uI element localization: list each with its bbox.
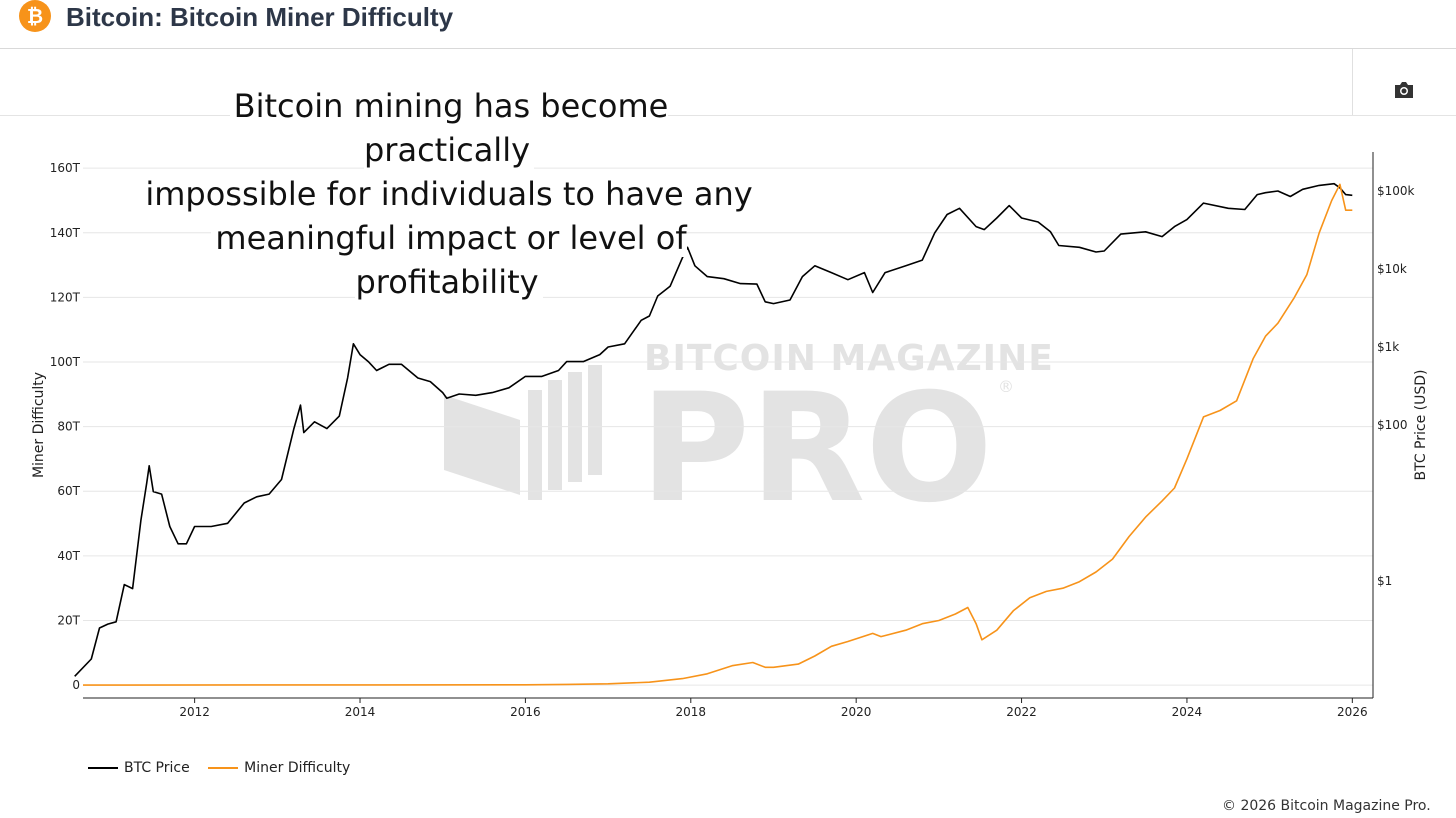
y-axis-title: Miner Difficulty bbox=[31, 372, 47, 478]
toolbar-divider bbox=[1352, 49, 1353, 115]
caption-line-2: impossible for individuals to have any bbox=[141, 175, 757, 213]
bitcoin-logo-icon: ₿ bbox=[19, 0, 51, 32]
y2-tick-label: $1k bbox=[1377, 340, 1399, 354]
caption-line-1: Bitcoin mining has become practically bbox=[229, 87, 669, 169]
legend-item-btc-price[interactable]: BTC Price bbox=[88, 760, 190, 776]
x-tick-label: 2022 bbox=[1006, 705, 1037, 719]
y-tick-label: 40T bbox=[57, 549, 80, 563]
legend-line-black bbox=[88, 767, 118, 769]
y2-tick-label: $100k bbox=[1377, 184, 1415, 198]
x-tick-label: 2018 bbox=[676, 705, 707, 719]
y2-tick-label: $100 bbox=[1377, 418, 1408, 432]
legend-label: Miner Difficulty bbox=[244, 760, 351, 776]
btc-price-series-line bbox=[74, 182, 1353, 677]
y-tick-label: 20T bbox=[57, 613, 80, 627]
x-tick-label: 2014 bbox=[345, 705, 376, 719]
legend-item-miner-difficulty[interactable]: Miner Difficulty bbox=[208, 760, 350, 776]
y2-axis-title: BTC Price (USD) bbox=[1413, 369, 1429, 480]
copyright: © 2026 Bitcoin Magazine Pro. bbox=[1222, 798, 1431, 814]
watermark-mark: ® bbox=[998, 377, 1014, 396]
y-tick-label: 60T bbox=[57, 484, 80, 498]
watermark-top-text: BITCOIN MAGAZINE bbox=[644, 338, 1054, 379]
legend: BTC Price Miner Difficulty bbox=[88, 760, 364, 776]
x-tick-label: 2020 bbox=[841, 705, 872, 719]
y-tick-label: 120T bbox=[50, 290, 81, 304]
y-tick-label: 0 bbox=[72, 678, 80, 692]
watermark-emblem-icon bbox=[444, 365, 602, 500]
watermark-big-text: PRO bbox=[640, 362, 993, 536]
x-tick-label: 2012 bbox=[179, 705, 210, 719]
gridlines bbox=[83, 167, 1373, 686]
y2-tick-label: $10k bbox=[1377, 262, 1407, 276]
y-tick-label: 140T bbox=[50, 226, 81, 240]
camera-icon[interactable] bbox=[1393, 81, 1415, 99]
x-tick-label: 2026 bbox=[1337, 705, 1368, 719]
y2-tick-label: $1 bbox=[1377, 574, 1392, 588]
watermark: BITCOIN MAGAZINE PRO ® bbox=[444, 338, 1054, 536]
axes: 0 20T 40T 60T 80T 100T 120T 140T 160T $1 $100 $1k $1… bbox=[50, 152, 1415, 719]
y-tick-label: 100T bbox=[50, 355, 81, 369]
y-tick-label: 160T bbox=[50, 161, 81, 175]
legend-line-orange bbox=[208, 767, 239, 769]
header: ₿ Bitcoin: Bitcoin Miner Difficulty bbox=[0, 0, 1456, 49]
x-tick-label: 2024 bbox=[1172, 705, 1203, 719]
chart-caption: Bitcoin mining has become practically im… bbox=[140, 84, 758, 304]
x-tick-label: 2016 bbox=[510, 705, 541, 719]
y-tick-label: 80T bbox=[57, 420, 80, 434]
series-layer bbox=[74, 182, 1353, 686]
caption-line-3: meaningful impact or level of profitabil… bbox=[211, 219, 687, 301]
page-title: Bitcoin: Bitcoin Miner Difficulty bbox=[66, 2, 454, 32]
chart-toolbar bbox=[0, 49, 1456, 116]
miner-difficulty-series-line bbox=[82, 183, 1353, 686]
legend-label: BTC Price bbox=[124, 760, 190, 776]
